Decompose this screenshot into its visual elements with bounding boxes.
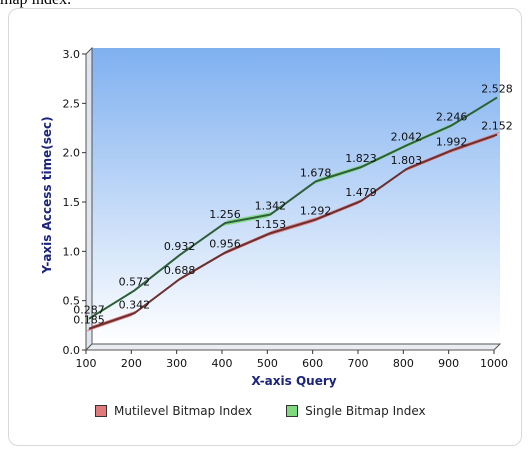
series-0-data-label: 2.152: [481, 120, 513, 133]
chart-legend: Mutilevel Bitmap Index Single Bitmap Ind…: [95, 404, 426, 418]
x-tick-label: 500: [257, 357, 278, 370]
legend-swatch-multilevel: [95, 405, 107, 417]
series-1-data-label: 2.042: [391, 131, 423, 144]
series-1-data-label: 0.932: [164, 240, 196, 253]
legend-swatch-single: [286, 405, 299, 417]
y-tick-label: 0.0: [63, 344, 81, 357]
cropped-page-text: map index.: [0, 0, 71, 9]
x-tick-label: 700: [348, 357, 369, 370]
series-0-data-label: 1.292: [300, 205, 332, 218]
legend-item-multilevel[interactable]: Mutilevel Bitmap Index: [95, 404, 252, 418]
y-tick-label: 1.5: [63, 196, 81, 209]
y-tick-label: 0.5: [63, 295, 81, 308]
legend-label-single: Single Bitmap Index: [305, 404, 426, 418]
series-1-ribbon: [86, 94, 500, 322]
y-tick-label: 1.0: [63, 245, 81, 258]
x-tick-label: 600: [302, 357, 323, 370]
series-1-data-label: 2.528: [481, 83, 513, 96]
x-tick-label: 200: [121, 357, 142, 370]
x-tick-label: 900: [438, 357, 459, 370]
series-0-data-label: 1.803: [391, 154, 423, 167]
series-0-data-label: 1.992: [436, 135, 468, 148]
axes: 0.0 0.5 1.0 1.5 2.0 2.5 3.0 100 200 300 400 500 600 7…: [63, 46, 508, 370]
series-1-data-label: 1.823: [345, 152, 377, 165]
series-0-data-label: 0.185: [73, 314, 105, 327]
x-tick-label: 400: [212, 357, 233, 370]
series-1-data-label: 0.572: [119, 276, 151, 289]
x-tick-label: 100: [76, 357, 97, 370]
series-0-data-label: 0.956: [209, 238, 241, 251]
series-1-data-label: 0.287: [73, 304, 105, 317]
series-1-line: [88, 96, 498, 320]
x-tick-label: 800: [393, 357, 414, 370]
y-axis-title: Y-axis Access time(sec): [40, 116, 54, 274]
x-tick-label: 300: [166, 357, 187, 370]
legend-label-multilevel: Mutilevel Bitmap Index: [114, 404, 253, 418]
series-0-data-label: 1.479: [345, 186, 377, 199]
series-0-data-label: 0.688: [164, 264, 196, 277]
x-tick-label: 1000: [480, 357, 508, 370]
series-0-line: [88, 133, 498, 330]
bottom-axis-floor: [84, 343, 502, 351]
y-tick-label: 3.0: [63, 48, 81, 61]
legend-item-single[interactable]: Single Bitmap Index: [286, 404, 426, 418]
data-labels: 0.185 0.342 0.688 0.956 1.153 1.292 1.479 1.803…: [73, 83, 513, 327]
series-0-data-label: 0.342: [119, 298, 151, 311]
series-1-data-label: 1.256: [209, 208, 241, 221]
series-layer: [86, 94, 500, 332]
series-1-data-label: 2.246: [436, 110, 468, 123]
x-axis-title: X-axis Query: [251, 374, 336, 388]
series-1-data-label: 1.678: [300, 166, 332, 179]
series-0-ribbon: [86, 131, 500, 332]
series-1-data-label: 1.342: [255, 200, 287, 213]
y-tick-label: 2.0: [63, 147, 81, 160]
series-0-data-label: 1.153: [255, 218, 287, 231]
y-tick-label: 2.5: [63, 97, 81, 110]
